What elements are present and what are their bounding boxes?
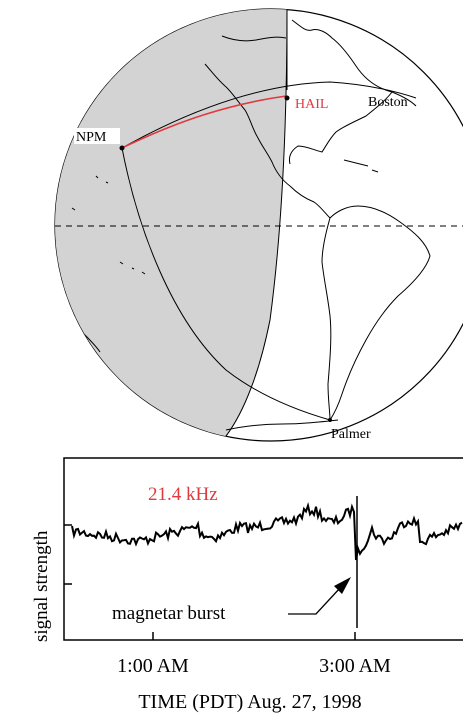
night-shading — [55, 9, 288, 441]
annotation-arrow — [288, 587, 341, 615]
path-npm-palmer — [121, 147, 331, 421]
npm-marker — [119, 145, 125, 151]
x-axis-label: TIME (PDT) Aug. 27, 1998 — [138, 691, 361, 713]
globe: NPM HAIL Boston Palmer — [54, 8, 463, 442]
propagation-paths — [121, 10, 417, 421]
path-npm-hail — [121, 95, 287, 149]
hail-label: HAIL — [295, 97, 328, 112]
signal-plot: 21.4 kHz magnetar burst signal strength … — [31, 457, 463, 713]
xtick-label-1am: 1:00 AM — [117, 655, 189, 677]
path-npm-boston — [121, 81, 417, 149]
arrowhead-icon — [334, 577, 351, 594]
hail-marker — [284, 95, 290, 101]
npm-label: NPM — [76, 130, 107, 145]
palmer-marker — [328, 418, 332, 422]
y-axis-label: signal strength — [31, 530, 52, 642]
plot-frame — [63, 457, 463, 641]
burst-annotation: magnetar burst — [112, 603, 226, 624]
palmer-label: Palmer — [331, 427, 371, 442]
signal-trace — [71, 501, 463, 561]
frequency-label: 21.4 kHz — [148, 484, 218, 505]
continent-outlines — [59, 19, 431, 431]
xtick-label-3am: 3:00 AM — [319, 655, 391, 677]
boston-label: Boston — [368, 95, 408, 110]
